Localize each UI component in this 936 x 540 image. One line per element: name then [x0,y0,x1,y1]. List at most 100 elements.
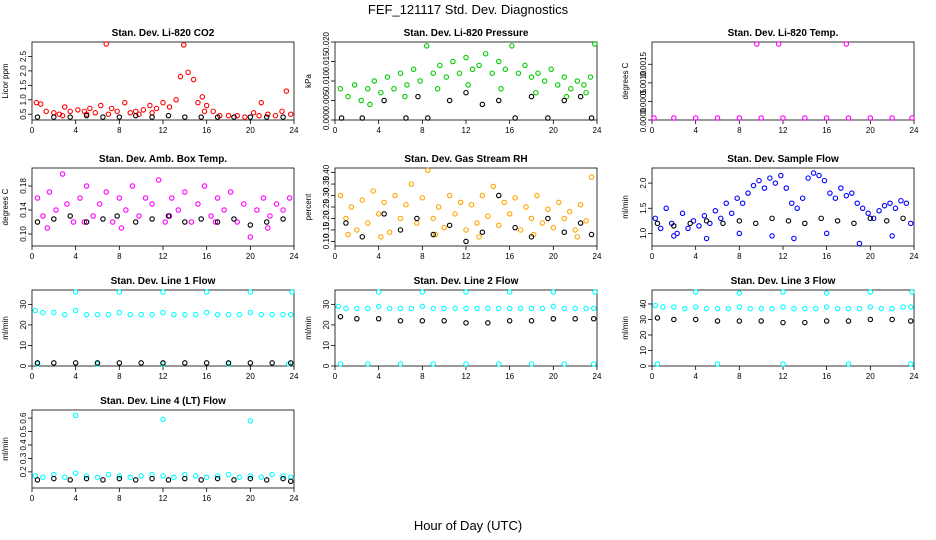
data-point [225,311,232,318]
data-point [474,305,480,312]
series-black [654,215,906,229]
x-tick-label: 24 [290,126,299,135]
data-point [404,82,410,88]
x-tick-label: 24 [910,372,919,381]
data-point [767,175,773,181]
data-point [283,88,290,94]
plot-frame [31,167,295,247]
series-black [34,360,294,366]
panel-title: Stan. Dev. Amb. Box Temp. [99,154,227,165]
x-tick-label: 4 [376,252,381,261]
series-blue [652,170,914,247]
data-point [247,360,254,366]
data-point [358,97,364,104]
data-point [160,289,166,295]
x-tick-label: 20 [549,372,558,381]
data-point [337,361,344,367]
data-point [430,305,436,312]
data-point [587,74,594,80]
data-point [367,101,373,108]
data-point [430,361,436,367]
x-tick-label: 16 [505,372,514,381]
data-point [225,112,232,119]
data-point [256,112,262,119]
y-tick-label: 0.0000 [639,107,648,132]
series-cyan [652,289,915,367]
x-tick-label: 12 [779,372,788,381]
data-point [263,219,270,225]
x-tick-label: 16 [822,126,831,135]
series-magenta [34,171,293,240]
data-point [53,207,59,213]
plot-frame [651,41,915,121]
data-point [769,233,775,239]
data-point [785,218,792,224]
data-point [149,114,155,120]
x-tick-label: 24 [910,126,919,135]
data-point [465,82,471,88]
data-point [506,211,513,217]
data-point [859,205,866,212]
data-point [517,227,524,233]
data-point [568,86,574,92]
data-point [364,305,371,312]
data-point [116,195,123,201]
plot-frame [651,289,915,367]
data-point [193,311,199,318]
data-point [177,73,184,80]
data-point [892,205,899,212]
data-point [165,213,172,219]
data-point [155,177,162,183]
data-point [788,200,795,206]
data-point [457,199,464,206]
data-point [258,99,264,106]
data-point [378,89,384,96]
data-point [554,82,561,88]
data-point [59,171,66,177]
data-point [198,114,204,120]
data-point [287,311,294,318]
data-point [834,218,841,224]
data-point [506,305,513,312]
data-point [397,70,404,76]
data-point [501,199,507,206]
data-point [574,234,581,240]
data-point [247,114,254,120]
data-point [528,215,535,222]
data-point [114,213,120,219]
y-tick-label: 0.5 [19,108,28,120]
data-point [149,311,155,318]
data-point [198,216,204,222]
data-point [652,302,659,309]
y-axis-label: degrees C [1,188,10,225]
data-point [138,360,144,366]
data-point [468,201,475,208]
x-tick-label: 0 [30,252,35,261]
y-tick-label: 0.30 [322,187,331,203]
data-point [590,316,597,322]
y-tick-label: 0.010 [322,70,331,91]
data-point [592,289,598,295]
data-point [495,192,502,199]
data-point [485,213,491,219]
data-point [247,473,254,479]
series-black [34,112,286,120]
data-point [51,114,57,120]
data-point [450,58,456,65]
x-tick-label: 0 [30,494,35,503]
x-tick-label: 4 [376,126,381,135]
data-point [337,86,344,92]
data-point [94,474,101,480]
data-point [127,311,134,318]
data-point [534,192,540,199]
x-tick-label: 20 [549,126,558,135]
data-point [823,115,830,121]
x-tick-label: 0 [650,252,655,261]
y-tick-label: 1.5 [639,202,648,214]
data-point [160,360,166,366]
data-point [535,70,541,76]
x-tick-label: 16 [505,126,514,135]
data-point [247,309,254,316]
y-tick-label: 20 [19,320,28,329]
data-point [577,93,584,100]
